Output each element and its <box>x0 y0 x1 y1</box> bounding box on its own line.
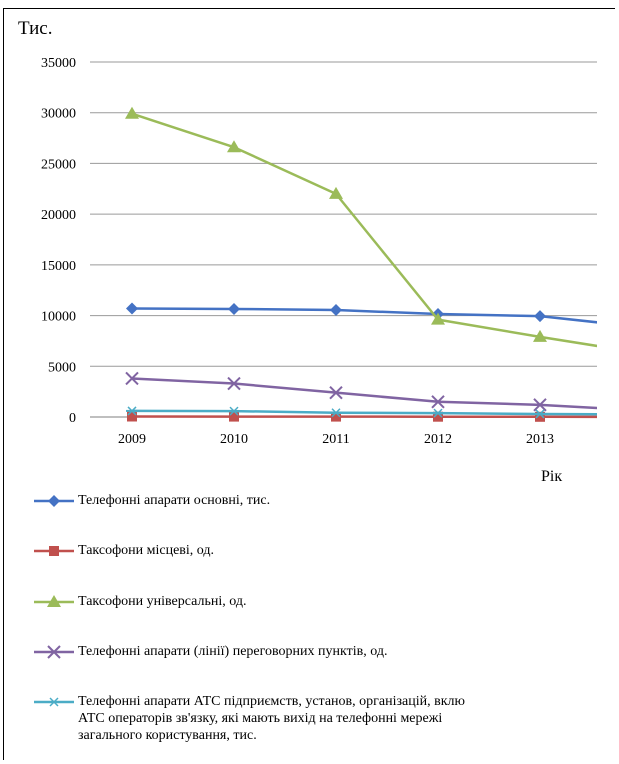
data-point-marker <box>125 371 139 386</box>
y-tick-label: 10000 <box>41 310 76 325</box>
data-point-marker <box>48 697 60 707</box>
y-tick-label: 20000 <box>41 208 76 223</box>
data-point-marker <box>431 312 445 325</box>
series-5 <box>126 406 597 419</box>
y-tick-label: 15000 <box>41 259 76 274</box>
legend-swatch <box>34 697 74 707</box>
legend-item: Телефонні апарати АТС підприємств, устан… <box>32 693 598 744</box>
series-3 <box>125 106 597 348</box>
x-tick-label: 2013 <box>526 432 554 447</box>
data-point-marker <box>48 495 60 507</box>
legend-item: Таксофони місцеві, од. <box>32 542 598 560</box>
legend-label: Телефонні апарати основні, тис. <box>78 493 271 508</box>
y-tick-label: 0 <box>69 411 76 426</box>
data-point-marker <box>127 411 137 422</box>
legend-label: Таксофони місцеві, од. <box>78 543 215 558</box>
legend-swatch <box>34 546 74 556</box>
chart-frame <box>3 8 615 760</box>
data-point-marker <box>533 329 547 342</box>
data-point-marker <box>431 395 445 409</box>
legend-item: Телефонні апарати основні, тис. <box>32 492 598 510</box>
y-tick-label: 35000 <box>41 56 76 71</box>
legend-swatch <box>34 495 74 507</box>
data-point-marker <box>227 376 241 391</box>
data-point-marker <box>329 385 343 400</box>
data-point-marker <box>228 406 240 416</box>
data-point-marker <box>331 411 341 422</box>
series-1 <box>126 302 597 324</box>
data-point-marker <box>432 408 444 418</box>
y-axis-unit-label: Тис. <box>18 18 53 39</box>
x-tick-label: 2010 <box>220 432 248 447</box>
data-point-marker <box>433 411 443 422</box>
data-point-marker <box>227 140 241 153</box>
legend-swatch <box>34 645 74 659</box>
x-axis-label: Рік <box>541 468 563 485</box>
data-point-marker <box>330 303 342 316</box>
y-tick-label: 30000 <box>41 107 76 122</box>
data-point-marker <box>535 411 545 422</box>
series-line <box>131 377 597 410</box>
data-point-marker <box>47 645 61 659</box>
data-point-marker <box>329 186 343 199</box>
series-line <box>131 307 597 324</box>
data-point-marker <box>126 406 138 416</box>
data-point-marker <box>47 595 61 607</box>
data-point-marker <box>330 408 342 418</box>
x-tick-label: 2011 <box>322 432 349 447</box>
legend-label: Телефонні апарати (лінії) переговорних п… <box>78 644 388 659</box>
data-point-marker <box>49 546 59 556</box>
x-tick-label: 2009 <box>118 432 146 447</box>
data-point-marker <box>126 302 138 315</box>
y-tick-label: 5000 <box>48 360 76 375</box>
data-point-marker <box>534 409 546 419</box>
y-tick-label: 25000 <box>41 157 76 172</box>
series-4 <box>125 371 597 412</box>
legend-label: Телефонні апарати АТС підприємств, устан… <box>78 694 465 743</box>
data-point-marker <box>125 106 139 119</box>
legend-swatch <box>34 595 74 607</box>
data-point-marker <box>534 310 546 323</box>
legend-item: Таксофони універсальні, од. <box>32 593 598 611</box>
legend-label: Таксофони універсальні, од. <box>78 594 247 609</box>
data-point-marker <box>533 398 547 412</box>
chart-plot-area: 0 5000 10000 15000 20000 25000 30000 35000 2009… <box>41 56 597 447</box>
legend-item: Телефонні апарати (лінії) переговорних п… <box>32 643 598 661</box>
data-point-marker <box>228 302 240 315</box>
x-tick-label: 2012 <box>424 432 452 447</box>
series-2 <box>127 411 597 422</box>
data-point-marker <box>229 411 239 422</box>
